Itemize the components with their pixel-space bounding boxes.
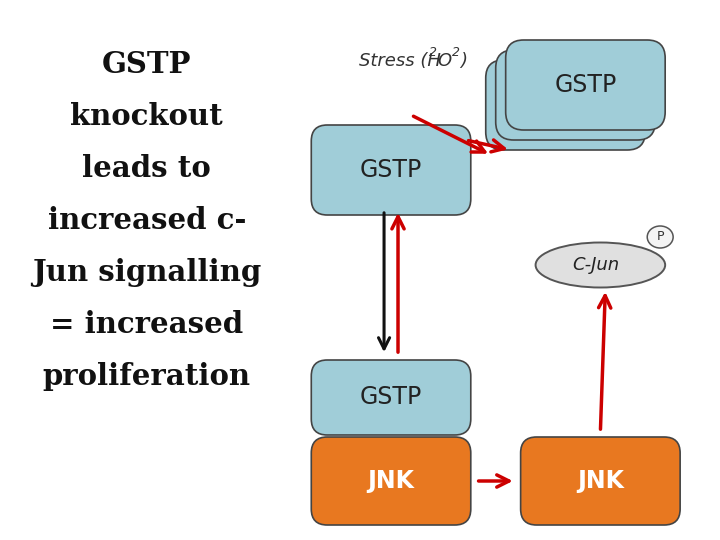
FancyBboxPatch shape bbox=[311, 125, 471, 215]
FancyBboxPatch shape bbox=[495, 50, 655, 140]
FancyBboxPatch shape bbox=[486, 60, 645, 150]
Text: 2: 2 bbox=[429, 46, 437, 59]
FancyBboxPatch shape bbox=[521, 437, 680, 525]
FancyBboxPatch shape bbox=[505, 40, 665, 130]
Ellipse shape bbox=[536, 242, 665, 287]
Text: = increased: = increased bbox=[50, 310, 243, 339]
Text: 2: 2 bbox=[452, 46, 460, 59]
Text: JNK: JNK bbox=[577, 469, 624, 493]
Text: leads to: leads to bbox=[82, 154, 211, 183]
Text: GSTP: GSTP bbox=[554, 73, 616, 97]
Text: GSTP: GSTP bbox=[102, 50, 192, 79]
Text: P: P bbox=[657, 231, 664, 244]
Ellipse shape bbox=[647, 226, 673, 248]
Text: GSTP: GSTP bbox=[360, 158, 422, 182]
Text: JNK: JNK bbox=[367, 469, 415, 493]
Text: increased c-: increased c- bbox=[48, 206, 246, 235]
Text: knockout: knockout bbox=[71, 102, 223, 131]
Text: C-Jun: C-Jun bbox=[572, 256, 619, 274]
FancyBboxPatch shape bbox=[311, 437, 471, 525]
FancyBboxPatch shape bbox=[311, 360, 471, 435]
Text: ): ) bbox=[460, 52, 467, 70]
Text: O: O bbox=[437, 52, 451, 70]
Text: Jun signalling: Jun signalling bbox=[32, 258, 261, 287]
Text: proliferation: proliferation bbox=[42, 362, 251, 391]
Text: GSTP: GSTP bbox=[360, 386, 422, 409]
Text: Stress (H: Stress (H bbox=[359, 52, 441, 70]
